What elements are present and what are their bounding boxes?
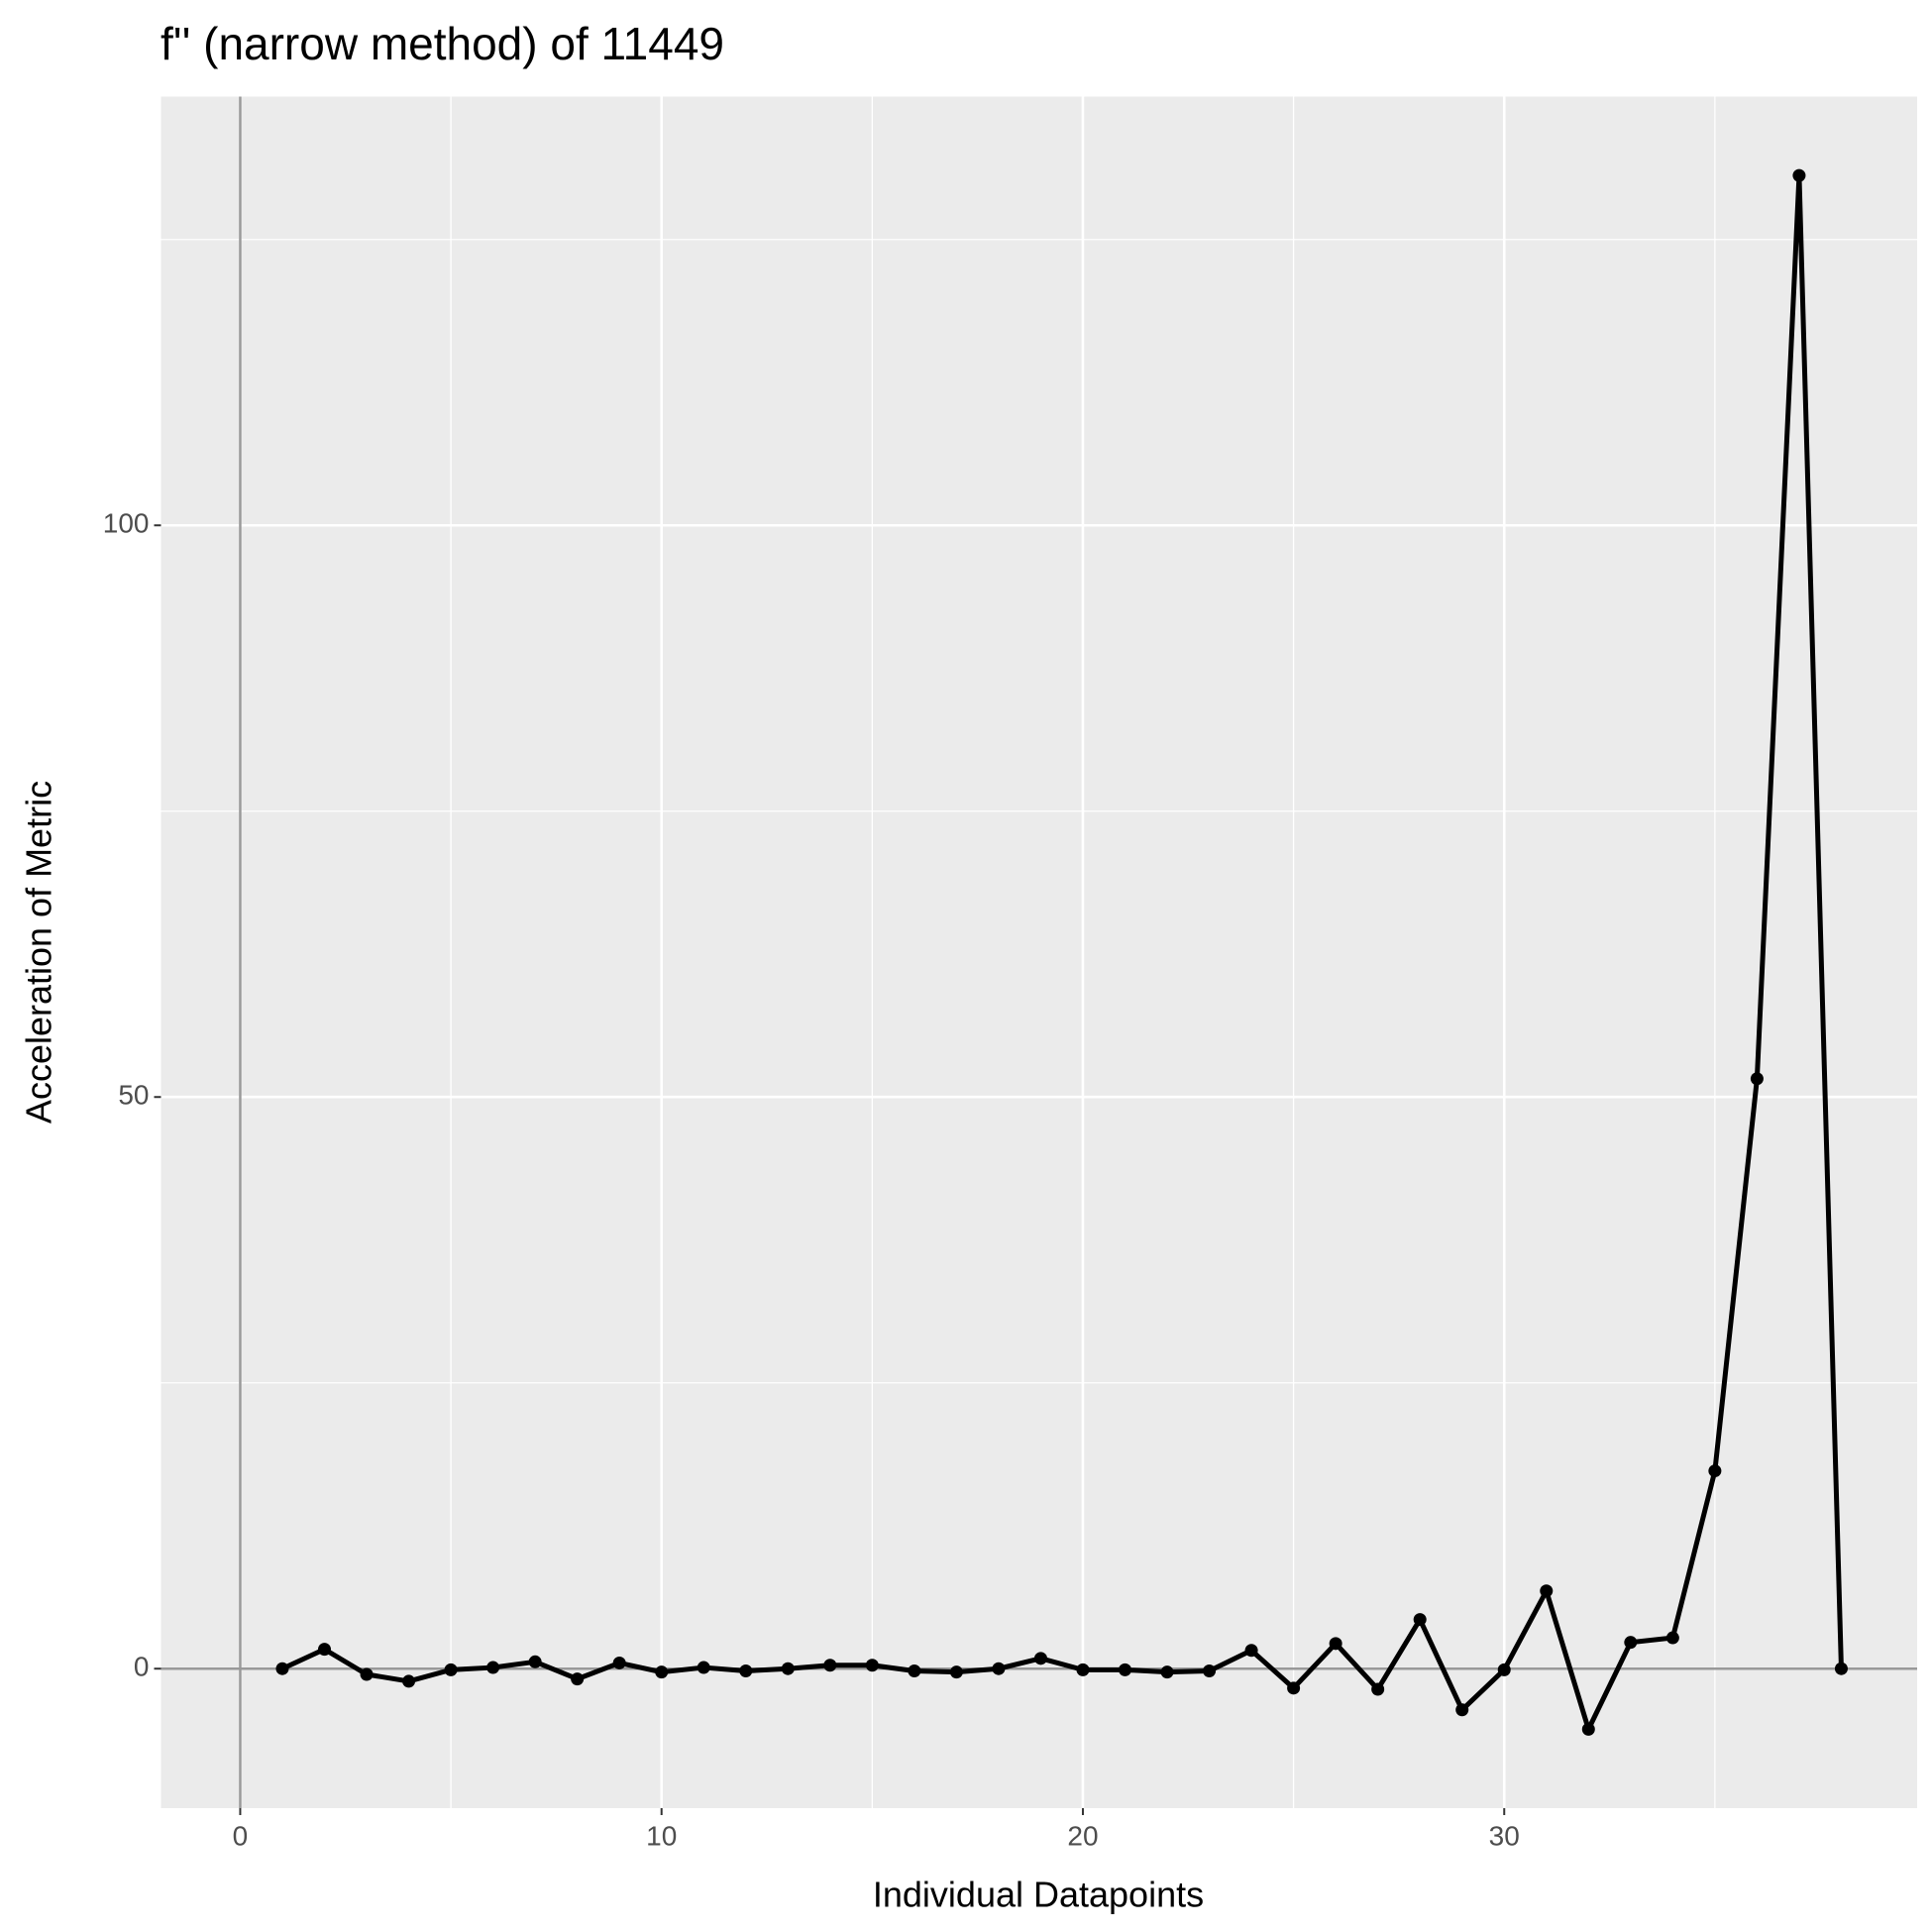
x-axis-title: Individual Datapoints <box>873 1875 1204 1915</box>
point <box>823 1659 837 1672</box>
point <box>1119 1663 1132 1676</box>
point <box>865 1659 879 1672</box>
point <box>612 1656 626 1669</box>
point <box>1244 1644 1258 1658</box>
point <box>1203 1664 1217 1678</box>
point <box>781 1662 795 1675</box>
point <box>1540 1584 1554 1598</box>
x-tick-label: 10 <box>646 1820 677 1851</box>
point <box>1413 1613 1427 1627</box>
point <box>528 1655 542 1668</box>
point <box>1497 1663 1511 1676</box>
point <box>1287 1681 1301 1695</box>
point <box>1076 1663 1090 1676</box>
x-tick-label: 30 <box>1489 1820 1520 1851</box>
y-tick-label: 50 <box>118 1080 149 1111</box>
point <box>949 1665 963 1679</box>
point <box>1792 168 1806 182</box>
point <box>1329 1637 1342 1651</box>
plot <box>275 168 1848 1736</box>
y-tick-label: 0 <box>134 1652 150 1682</box>
panel <box>161 96 1917 1808</box>
point <box>402 1674 416 1688</box>
x-tick-label: 0 <box>233 1820 249 1851</box>
point <box>571 1672 585 1686</box>
point <box>739 1664 753 1678</box>
point <box>1581 1722 1595 1736</box>
y-tick-label: 100 <box>103 508 150 539</box>
y-axis-title: Acceleration of Metric <box>19 781 59 1124</box>
point <box>1708 1464 1722 1478</box>
point <box>1750 1072 1764 1086</box>
point <box>908 1664 921 1678</box>
chart-title: f'' (narrow method) of 11449 <box>161 18 724 69</box>
point <box>992 1662 1006 1675</box>
point <box>1624 1636 1638 1650</box>
line <box>280 172 1844 1732</box>
point <box>1665 1631 1679 1645</box>
point <box>444 1663 458 1676</box>
point <box>486 1661 500 1674</box>
point <box>1033 1652 1047 1665</box>
point <box>1371 1682 1385 1696</box>
point <box>360 1667 374 1681</box>
x-tick-label: 20 <box>1067 1820 1098 1851</box>
point <box>655 1665 669 1679</box>
point <box>1455 1703 1469 1717</box>
point <box>275 1662 289 1675</box>
point <box>1834 1662 1848 1675</box>
point <box>318 1643 332 1657</box>
point <box>1160 1665 1174 1679</box>
point <box>697 1661 710 1674</box>
